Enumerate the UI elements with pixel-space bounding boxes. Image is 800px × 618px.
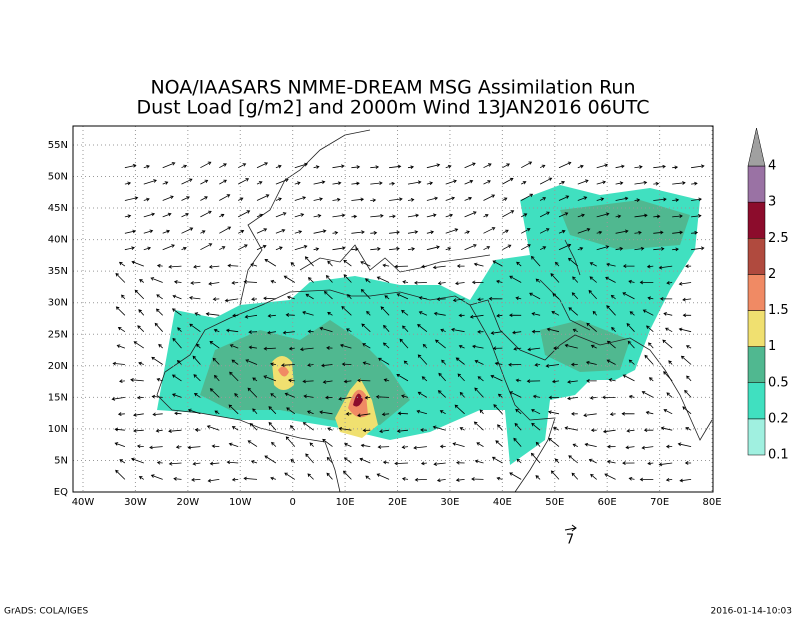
dust-core [278, 366, 368, 418]
colorbar-segment [747, 310, 766, 347]
coastline-asia [469, 239, 713, 441]
footer-right: 2016-01-14-10:03 [711, 607, 793, 617]
colorbar-label: 4 [768, 159, 776, 174]
dust-region-high [272, 356, 378, 438]
x-tick-label: 70E [650, 497, 669, 508]
map-frame [72, 125, 714, 493]
colorbar-segment [747, 274, 766, 311]
x-tick-label: 20E [388, 497, 407, 508]
x-tick-label: 20W [177, 497, 200, 508]
y-tick-label: 40N [48, 235, 68, 246]
coastline-europe [239, 129, 491, 306]
x-tick-label: 30E [440, 497, 459, 508]
x-tick-label: 80E [703, 497, 722, 508]
dust-peak [353, 393, 363, 407]
title-line-1: NOA/IAASARS NMME-DREAM MSG Assimilation … [150, 77, 635, 99]
colorbar-extension [747, 127, 766, 167]
wind-vectors [111, 161, 705, 483]
y-tick-label: EQ [54, 487, 68, 498]
title-line-2: Dust Load [g/m2] and 2000m Wind 13JAN201… [137, 97, 650, 119]
colorbar-segment [747, 238, 766, 275]
x-tick-label: 60E [598, 497, 617, 508]
colorbar-segment [747, 346, 766, 383]
colorbar: 0.1 0.2 0.5 1 1.5 2 2.5 3 4 [747, 127, 789, 463]
colorbar-segment [747, 165, 766, 203]
y-tick-label: 5N [54, 455, 68, 466]
y-tick-label: 45N [48, 203, 68, 214]
colorbar-label: 1.5 [768, 303, 789, 318]
colorbar-label: 3 [768, 195, 776, 210]
colorbar-label: 2 [768, 267, 776, 282]
y-tick-label: 15N [48, 392, 68, 403]
y-tick-label: 50N [48, 172, 68, 183]
colorbar-label: 0.2 [768, 411, 789, 426]
x-tick-label: 50E [545, 497, 564, 508]
reference-arrow [564, 524, 577, 532]
colorbar-label: 1 [768, 339, 776, 354]
x-tick-label: 30W [124, 497, 147, 508]
coastline-africa [156, 289, 556, 493]
colorbar-label: 0.5 [768, 375, 789, 390]
x-tick-label: 40W [72, 497, 95, 508]
y-tick-label: 20N [48, 361, 68, 372]
colorbar-label: 0.1 [768, 448, 789, 463]
x-tick-label: 40E [493, 497, 512, 508]
y-tick-label: 55N [48, 140, 68, 151]
colorbar-label: 2.5 [768, 231, 789, 246]
y-tick-label: 30N [48, 298, 68, 309]
reference-vector-label: 7 [566, 533, 574, 548]
colorbar-segment [747, 382, 766, 420]
x-tick-label: 10E [336, 497, 355, 508]
coastlines [156, 129, 713, 493]
x-tick-label: 0 [289, 497, 295, 508]
x-tick-label: 10W [229, 497, 252, 508]
dust-region-medium [200, 200, 690, 425]
y-tick-label: 35N [48, 266, 68, 277]
colorbar-segment [747, 418, 766, 456]
colorbar-segment [747, 201, 766, 239]
wind-arrows [111, 161, 705, 483]
y-tick-label: 10N [48, 424, 68, 435]
y-tick-label: 25N [48, 329, 68, 340]
footer-left: GrADS: COLA/IGES [4, 607, 88, 617]
